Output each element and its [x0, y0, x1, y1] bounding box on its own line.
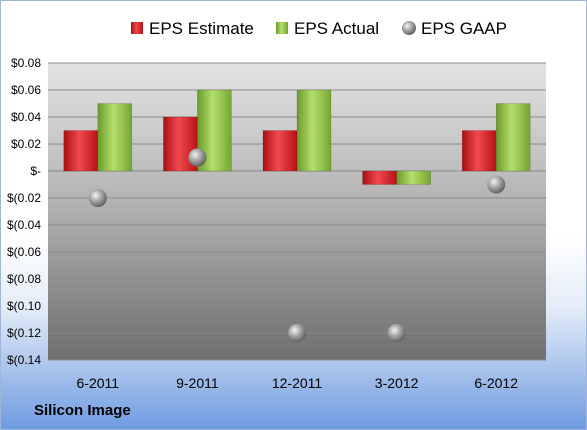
eps-estimate-bar: [362, 170, 397, 185]
legend: EPS Estimate EPS Actual EPS GAAP: [131, 19, 507, 38]
eps-actual-bar: [495, 103, 531, 172]
legend-bar-swatch: [131, 22, 143, 34]
y-tick-label: $0.04: [11, 110, 41, 124]
eps-actual-bar: [396, 170, 431, 185]
x-tick-label: 9-2011: [176, 375, 219, 391]
company-label: Silicon Image: [34, 402, 131, 419]
y-tick-label: $0.08: [11, 56, 41, 70]
y-axis: $0.08 $0.06 $0.04 $0.02 $- $(0.02 $(0.04 $(0.06…: [7, 56, 41, 367]
y-tick-label: $0.06: [11, 83, 41, 97]
eps-gaap-marker: [88, 189, 107, 207]
legend-bar-swatch: [276, 22, 288, 34]
eps-estimate-bar: [63, 130, 99, 172]
eps-actual-bar: [97, 103, 133, 172]
eps-gaap-marker: [288, 324, 306, 342]
y-tick-label: $(0.02: [7, 191, 41, 205]
y-tick-label: $(0.04: [7, 218, 41, 232]
legend-gaap-swatch: [402, 21, 416, 35]
y-tick-label: $(0.14: [7, 353, 41, 367]
y-tick-label: $(0.12: [7, 326, 41, 340]
x-tick-label: 3-2012: [375, 375, 419, 391]
legend-label: EPS Estimate: [149, 19, 254, 38]
eps-estimate-bar: [461, 130, 497, 172]
eps-gaap-marker: [487, 175, 506, 194]
x-axis: 6-2011 9-2011 12-2011 3-2012 6-2012: [77, 375, 519, 391]
y-tick-label: $-: [30, 164, 41, 178]
eps-gaap-marker: [188, 148, 207, 167]
x-tick-label: 12-2011: [272, 375, 323, 391]
eps-gaap-marker: [387, 324, 406, 342]
y-tick-label: $0.02: [11, 137, 41, 151]
eps-actual-bar: [296, 89, 332, 172]
legend-label: EPS Actual: [294, 19, 379, 38]
x-tick-label: 6-2011: [77, 375, 120, 391]
y-tick-label: $(0.06: [7, 245, 41, 259]
legend-label: EPS GAAP: [421, 19, 507, 38]
eps-estimate-bar: [262, 130, 298, 172]
y-tick-label: $(0.10: [7, 299, 41, 313]
gaap-markers: [88, 148, 506, 342]
x-tick-label: 6-2012: [474, 375, 518, 391]
y-tick-label: $(0.08: [7, 272, 41, 286]
